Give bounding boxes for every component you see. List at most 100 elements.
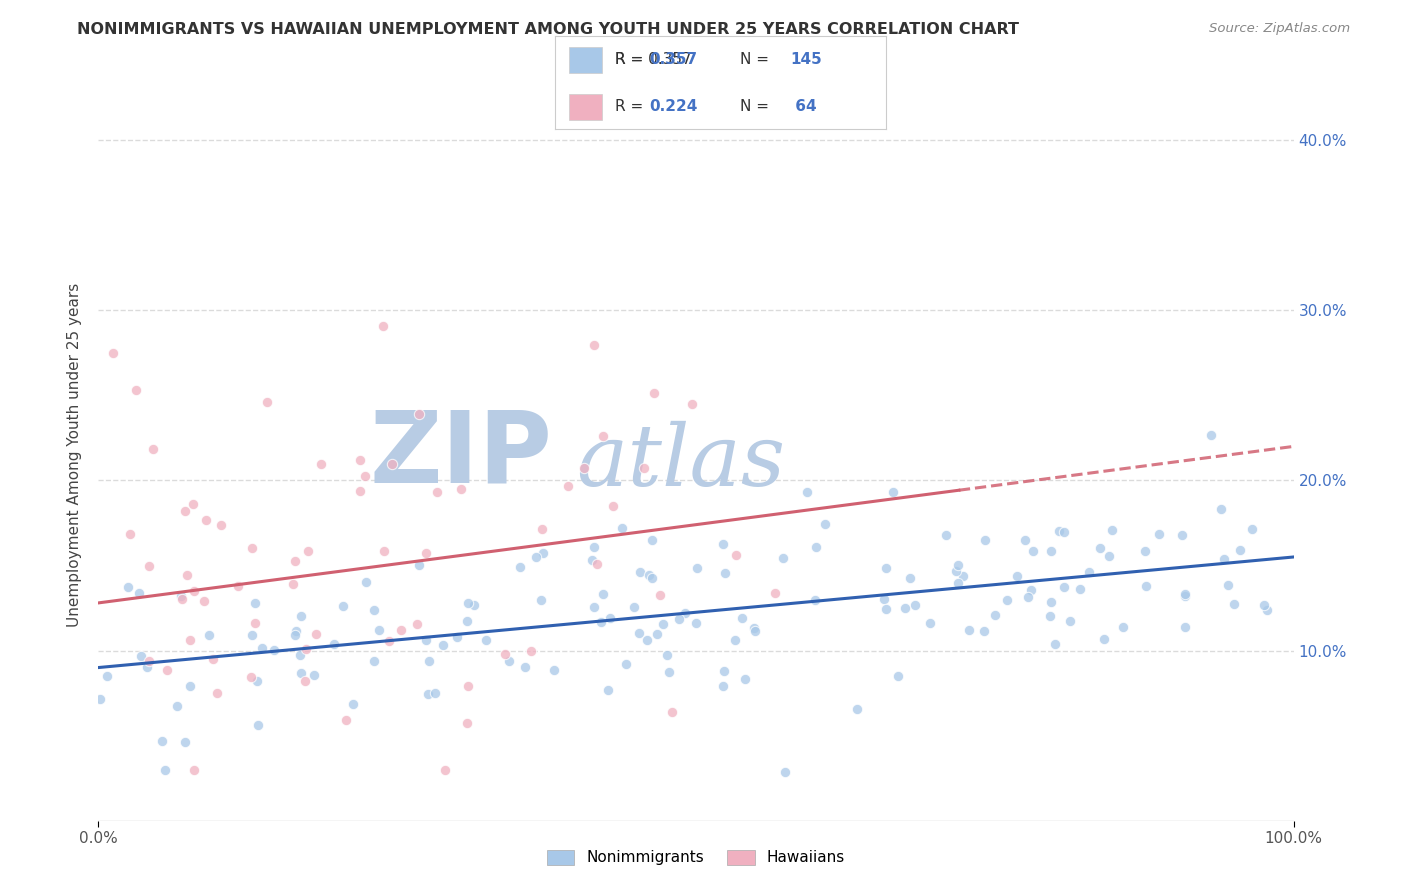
Nonimmigrants — [903, 599, 925, 613]
Nonimmigrants — [873, 592, 896, 607]
Nonimmigrants — [1223, 597, 1246, 611]
Nonimmigrants — [1256, 603, 1278, 617]
Nonimmigrants — [957, 623, 980, 637]
Nonimmigrants — [973, 624, 995, 638]
Hawaiians — [349, 484, 371, 499]
Bar — [568, 47, 602, 73]
Nonimmigrants — [129, 648, 152, 663]
Nonimmigrants — [418, 654, 440, 668]
Nonimmigrants — [332, 599, 354, 613]
Hawaiians — [240, 541, 263, 556]
Nonimmigrants — [1174, 589, 1197, 603]
Nonimmigrants — [1174, 587, 1197, 601]
Nonimmigrants — [882, 485, 904, 500]
Nonimmigrants — [804, 540, 827, 554]
Text: atlas: atlas — [576, 421, 786, 504]
Nonimmigrants — [243, 596, 266, 610]
Nonimmigrants — [456, 614, 478, 628]
Nonimmigrants — [658, 665, 681, 680]
Nonimmigrants — [1170, 528, 1192, 542]
Text: 145: 145 — [790, 52, 821, 67]
Nonimmigrants — [1133, 544, 1156, 558]
Text: 0.224: 0.224 — [650, 99, 697, 114]
Nonimmigrants — [363, 654, 385, 668]
Hawaiians — [681, 397, 703, 411]
Nonimmigrants — [731, 611, 754, 625]
Nonimmigrants — [509, 560, 531, 574]
Nonimmigrants — [515, 660, 537, 674]
Nonimmigrants — [1053, 524, 1076, 539]
Nonimmigrants — [179, 679, 201, 693]
Nonimmigrants — [96, 669, 118, 683]
Hawaiians — [243, 616, 266, 631]
Nonimmigrants — [711, 536, 734, 550]
Nonimmigrants — [1135, 579, 1157, 593]
Nonimmigrants — [150, 734, 173, 748]
Nonimmigrants — [302, 668, 325, 682]
Hawaiians — [226, 578, 249, 592]
Hawaiians — [179, 633, 201, 648]
Nonimmigrants — [246, 718, 269, 732]
Nonimmigrants — [284, 627, 307, 641]
Nonimmigrants — [1039, 544, 1062, 558]
Hawaiians — [661, 706, 683, 720]
Legend: Nonimmigrants, Hawaiians: Nonimmigrants, Hawaiians — [541, 844, 851, 871]
Hawaiians — [389, 623, 412, 637]
Hawaiians — [763, 586, 786, 600]
Nonimmigrants — [935, 528, 957, 542]
Text: Source: ZipAtlas.com: Source: ZipAtlas.com — [1209, 22, 1350, 36]
Nonimmigrants — [734, 672, 756, 686]
Text: ZIP: ZIP — [370, 407, 553, 503]
Nonimmigrants — [583, 599, 606, 614]
Nonimmigrants — [592, 587, 614, 601]
Nonimmigrants — [1077, 565, 1099, 579]
Nonimmigrants — [946, 576, 969, 591]
Nonimmigrants — [636, 633, 658, 648]
Hawaiians — [240, 669, 263, 683]
Nonimmigrants — [368, 624, 391, 638]
Nonimmigrants — [814, 516, 837, 531]
Hawaiians — [648, 588, 671, 602]
Nonimmigrants — [543, 663, 565, 677]
Hawaiians — [643, 385, 665, 400]
Nonimmigrants — [1047, 524, 1070, 539]
Nonimmigrants — [1147, 527, 1170, 541]
Nonimmigrants — [984, 607, 1007, 622]
Nonimmigrants — [995, 593, 1018, 607]
Nonimmigrants — [1022, 543, 1045, 558]
Hawaiians — [456, 716, 478, 731]
Nonimmigrants — [1039, 595, 1062, 609]
Nonimmigrants — [589, 615, 612, 629]
Nonimmigrants — [1111, 620, 1133, 634]
Nonimmigrants — [772, 550, 794, 565]
Hawaiians — [194, 513, 217, 527]
Nonimmigrants — [685, 616, 707, 631]
Text: N =: N = — [741, 52, 775, 67]
Hawaiians — [173, 503, 195, 517]
Hawaiians — [434, 763, 457, 777]
Nonimmigrants — [1098, 549, 1121, 563]
Nonimmigrants — [1088, 541, 1111, 556]
Nonimmigrants — [641, 571, 664, 585]
Hawaiians — [193, 594, 215, 608]
Nonimmigrants — [415, 632, 437, 647]
Nonimmigrants — [952, 569, 974, 583]
Hawaiians — [297, 544, 319, 558]
Nonimmigrants — [651, 617, 673, 632]
Nonimmigrants — [432, 638, 454, 652]
Nonimmigrants — [117, 580, 139, 594]
Hawaiians — [583, 338, 606, 352]
Nonimmigrants — [290, 665, 312, 680]
Hawaiians — [373, 544, 395, 558]
Hawaiians — [531, 522, 554, 536]
Hawaiians — [294, 674, 316, 689]
Nonimmigrants — [627, 626, 650, 640]
Text: R =: R = — [614, 52, 648, 67]
Nonimmigrants — [804, 593, 827, 607]
Hawaiians — [457, 679, 479, 693]
Nonimmigrants — [1059, 614, 1081, 628]
Nonimmigrants — [1014, 533, 1036, 547]
Nonimmigrants — [166, 698, 188, 713]
Hawaiians — [309, 458, 332, 472]
Hawaiians — [138, 558, 160, 573]
